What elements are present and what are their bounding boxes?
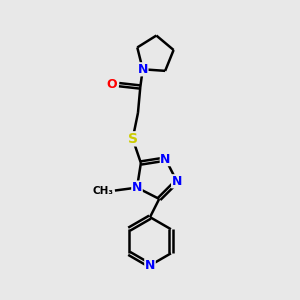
Text: N: N bbox=[132, 181, 142, 194]
Text: O: O bbox=[106, 78, 117, 91]
Text: S: S bbox=[128, 132, 138, 146]
Text: N: N bbox=[160, 153, 171, 166]
Text: N: N bbox=[145, 259, 155, 272]
Text: CH₃: CH₃ bbox=[92, 185, 113, 196]
Text: N: N bbox=[172, 175, 182, 188]
Text: N: N bbox=[137, 63, 148, 76]
